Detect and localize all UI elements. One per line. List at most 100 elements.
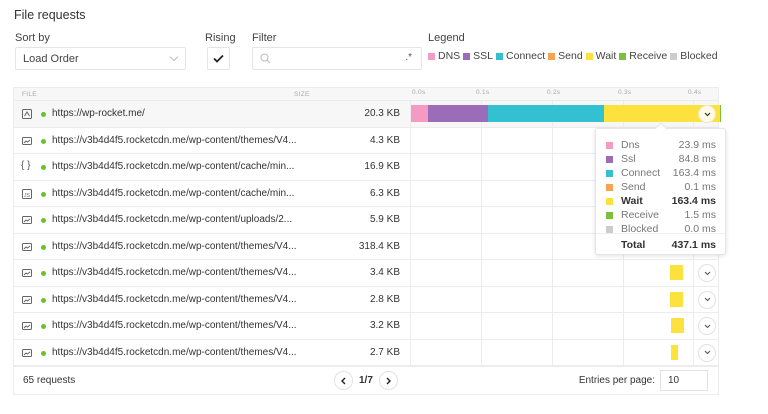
expand-button[interactable] bbox=[698, 317, 716, 335]
status-dot bbox=[41, 191, 46, 197]
regex-toggle[interactable]: .* bbox=[405, 52, 412, 63]
table-row[interactable]: https://wp-rocket.me/ 20.3 KB bbox=[14, 101, 721, 128]
chevron-down-icon bbox=[704, 271, 710, 275]
chevron-down-icon bbox=[704, 324, 710, 328]
timing-row-send: Send 0.1 ms bbox=[606, 180, 716, 194]
tick-label: 0.0s bbox=[412, 89, 426, 96]
svg-text:JS: JS bbox=[24, 193, 31, 199]
table-row[interactable]: https://v3b4d4f5.rocketcdn.me/wp-content… bbox=[14, 313, 718, 340]
request-size: 5.9 KB bbox=[369, 214, 400, 225]
waterfall-cell bbox=[410, 313, 720, 339]
waterfall-bar bbox=[670, 265, 683, 280]
size-column-header[interactable]: SIZE bbox=[294, 91, 310, 98]
legend-item-dns: DNS bbox=[428, 50, 460, 62]
timing-total: Total 437.1 ms bbox=[596, 233, 725, 255]
tick-label: 0.2s bbox=[547, 89, 561, 96]
filter-label: Filter bbox=[252, 32, 277, 44]
chevron-left-icon bbox=[341, 377, 346, 384]
request-url: https://v3b4d4f5.rocketcdn.me/wp-content… bbox=[52, 293, 297, 305]
sort-by-label: Sort by bbox=[15, 32, 50, 44]
legend-item-ssl: SSL bbox=[463, 50, 493, 62]
chevron-down-icon bbox=[704, 350, 710, 355]
timing-row-connect: Connect 163.4 ms bbox=[606, 166, 716, 180]
prev-page-button[interactable] bbox=[334, 371, 353, 390]
legend-item-connect: Connect bbox=[496, 50, 545, 62]
expand-button[interactable] bbox=[698, 290, 716, 309]
request-size: 16.9 KB bbox=[364, 161, 400, 172]
tick-label: 0.4s bbox=[688, 89, 702, 96]
table-row[interactable]: https://v3b4d4f5.rocketcdn.me/wp-content… bbox=[14, 339, 718, 366]
status-dot bbox=[41, 297, 46, 303]
table-row[interactable]: https://v3b4d4f5.rocketcdn.me/wp-content… bbox=[14, 286, 720, 313]
request-url: https://v3b4d4f5.rocketcdn.me/wp-content… bbox=[52, 134, 297, 146]
timing-row-blocked: Blocked 0.0 ms bbox=[606, 222, 716, 236]
image-file-icon bbox=[22, 295, 32, 304]
checkmark-icon bbox=[213, 54, 224, 63]
table-footer: 65 requests 1/7 Entries per page: 10 bbox=[14, 366, 718, 394]
request-size: 2.7 KB bbox=[369, 346, 400, 358]
filter-field[interactable]: .* bbox=[252, 47, 422, 70]
status-dot bbox=[41, 271, 46, 276]
image-file-icon bbox=[22, 322, 32, 330]
entries-input[interactable]: 10 bbox=[660, 370, 708, 391]
filter-input[interactable] bbox=[253, 48, 421, 69]
request-url: https://v3b4d4f5.rocketcdn.me/wp-content… bbox=[52, 214, 293, 225]
js-file-icon: JS bbox=[22, 188, 32, 199]
image-file-icon bbox=[22, 216, 32, 224]
waterfall-bar bbox=[671, 344, 678, 360]
rising-checkbox[interactable] bbox=[207, 47, 230, 70]
timing-row-ssl: Ssl 84.8 ms bbox=[606, 152, 716, 166]
chevron-down-icon bbox=[704, 112, 710, 116]
image-file-icon bbox=[22, 269, 32, 277]
legend-item-wait: Wait bbox=[585, 50, 616, 62]
image-file-icon bbox=[22, 348, 32, 357]
request-url: https://v3b4d4f5.rocketcdn.me/wp-content… bbox=[52, 267, 297, 278]
legend: DNS SSL Connect Send Wait Receive Blocke… bbox=[428, 50, 721, 62]
status-dot bbox=[41, 324, 46, 329]
request-url: https://v3b4d4f5.rocketcdn.me/wp-content… bbox=[52, 161, 295, 172]
legend-item-blocked: Blocked bbox=[670, 50, 718, 62]
html-file-icon bbox=[22, 109, 32, 119]
chevron-down-icon bbox=[169, 52, 179, 62]
expand-button[interactable] bbox=[698, 343, 716, 362]
timing-popup: Dns 23.9 ms Ssl 84.8 ms Connect 163.4 ms Se… bbox=[595, 122, 726, 255]
page-indicator: 1/7 bbox=[359, 375, 373, 386]
request-size: 4.3 KB bbox=[369, 134, 400, 146]
request-url: https://v3b4d4f5.rocketcdn.me/wp-content… bbox=[52, 346, 297, 358]
waterfall-cell bbox=[410, 286, 720, 312]
request-url: https://v3b4d4f5.rocketcdn.me/wp-content… bbox=[52, 187, 295, 199]
entries-per-page: Entries per page: 10 bbox=[579, 370, 708, 391]
status-dot bbox=[41, 112, 46, 117]
waterfall-cell bbox=[410, 101, 721, 127]
timing-row-wait: Wait 163.4 ms bbox=[606, 194, 716, 208]
status-dot bbox=[41, 244, 46, 250]
timing-row-dns: Dns 23.9 ms bbox=[606, 138, 716, 152]
chevron-right-icon bbox=[386, 377, 391, 384]
request-size: 2.8 KB bbox=[369, 293, 400, 305]
chevron-down-icon bbox=[704, 297, 710, 302]
request-url: https://v3b4d4f5.rocketcdn.me/wp-content… bbox=[52, 320, 297, 331]
next-page-button[interactable] bbox=[378, 371, 398, 390]
file-column-header[interactable]: FILE bbox=[22, 91, 37, 98]
status-dot bbox=[41, 138, 46, 144]
request-size: 3.4 KB bbox=[369, 267, 400, 278]
waterfall-cell bbox=[410, 260, 720, 286]
page-title: File requests bbox=[14, 8, 86, 22]
table-row[interactable]: https://v3b4d4f5.rocketcdn.me/wp-content… bbox=[14, 260, 718, 287]
entries-label: Entries per page: bbox=[578, 375, 655, 386]
timing-row-receive: Receive 1.5 ms bbox=[606, 208, 716, 222]
image-file-icon bbox=[22, 242, 32, 251]
legend-label: Legend bbox=[428, 32, 465, 44]
waterfall-bar bbox=[411, 105, 721, 122]
request-size: 20.3 KB bbox=[364, 108, 400, 119]
request-url: https://v3b4d4f5.rocketcdn.me/wp-content… bbox=[52, 240, 297, 252]
expand-button[interactable] bbox=[698, 105, 716, 123]
request-size: 318.4 KB bbox=[358, 240, 400, 252]
image-file-icon bbox=[22, 136, 32, 145]
expand-button[interactable] bbox=[698, 264, 716, 282]
table-row[interactable]: https://v3b4d4f5.rocketcdn.me/wp-content… bbox=[14, 233, 718, 260]
legend-item-send: Send bbox=[548, 50, 583, 62]
sort-by-select[interactable]: Load Order bbox=[15, 47, 186, 70]
status-dot bbox=[41, 165, 46, 170]
waterfall-bar bbox=[671, 318, 684, 333]
